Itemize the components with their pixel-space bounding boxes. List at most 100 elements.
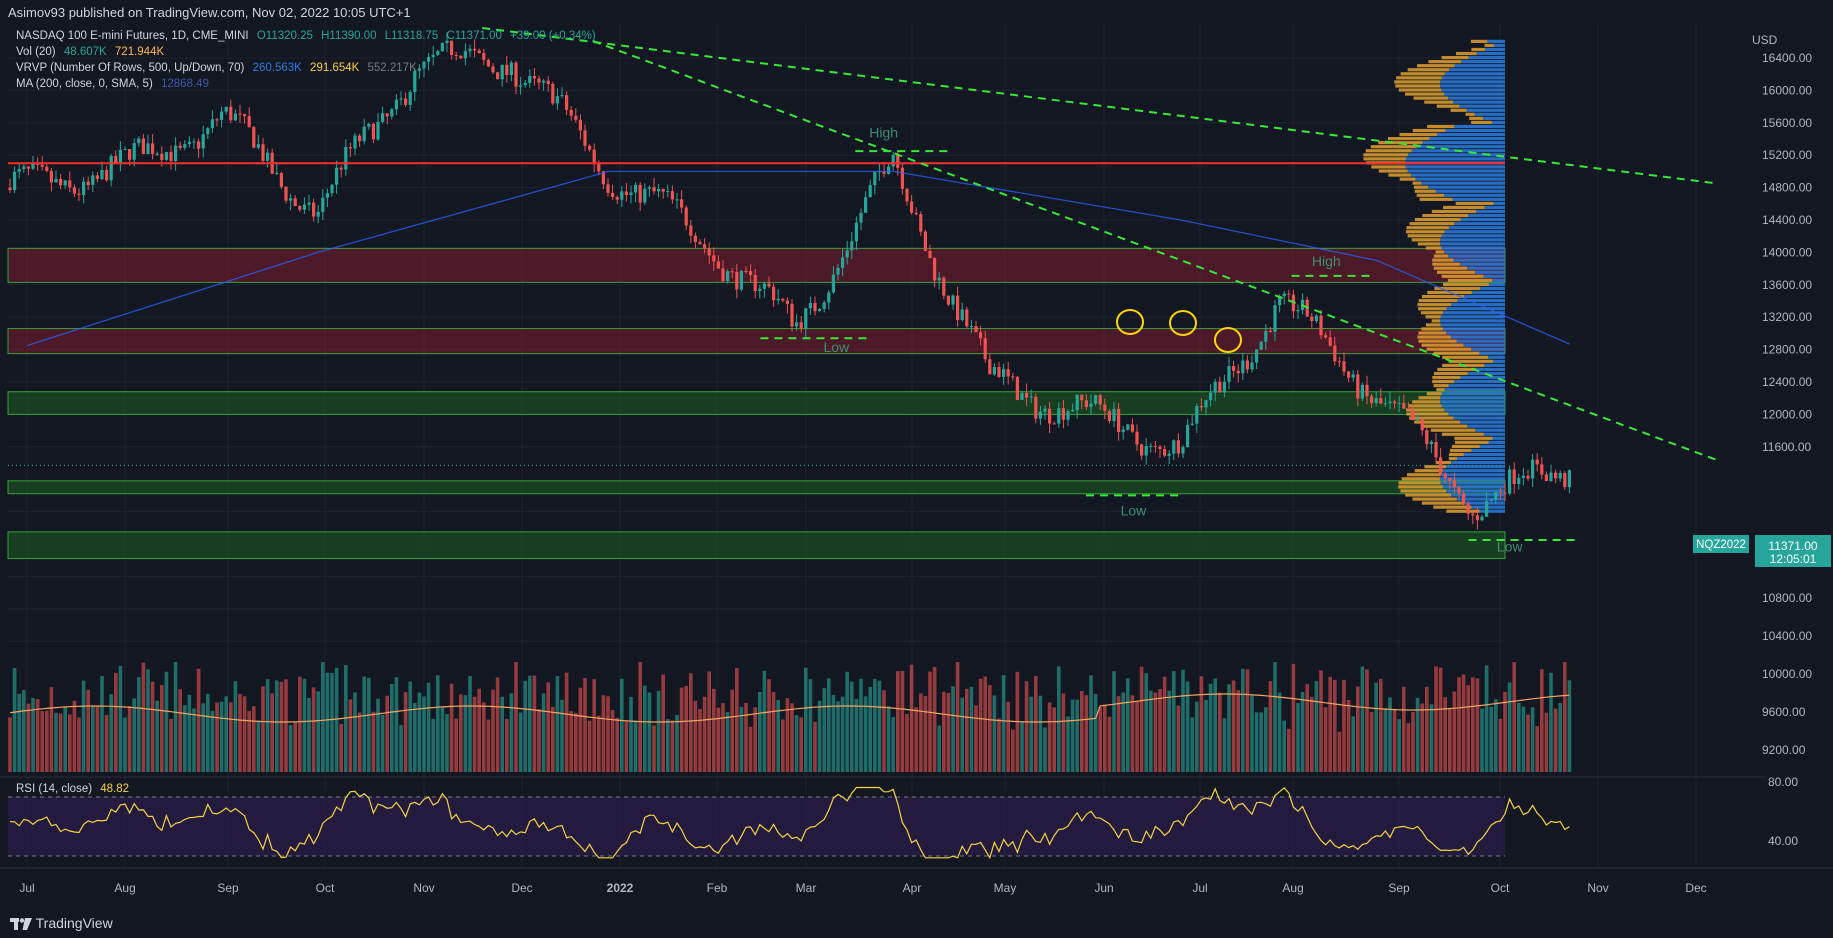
vrvp-down-bar <box>1419 197 1453 201</box>
candle <box>910 201 914 213</box>
volume-bar <box>1167 690 1171 772</box>
volume-bar <box>1484 665 1489 772</box>
candle <box>321 197 325 212</box>
volume-bar <box>831 694 836 772</box>
vrvp-down-bar <box>1412 181 1422 185</box>
vrvp-down-bar <box>1433 351 1480 355</box>
vrvp-down-bar <box>1471 120 1492 124</box>
volume-bar <box>1057 666 1061 772</box>
vrvp-up-bar <box>1467 266 1505 270</box>
vrvp-down-bar <box>1441 56 1469 60</box>
vrvp-up-bar <box>1448 254 1505 258</box>
candle <box>735 271 739 290</box>
candle <box>1388 401 1392 404</box>
candle <box>220 111 224 120</box>
candle <box>845 250 849 258</box>
candle <box>68 180 72 188</box>
candle <box>726 271 730 282</box>
legend-rsi[interactable]: RSI (14, close) 48.82 <box>16 783 134 795</box>
vrvp-down-bar <box>1417 64 1455 68</box>
candle <box>54 178 58 183</box>
rsi-panel <box>0 776 1833 860</box>
vrvp-up-bar <box>1448 384 1505 388</box>
candle <box>123 149 127 151</box>
volume-bar <box>882 690 886 772</box>
volume-bar <box>72 700 77 772</box>
candle <box>1034 396 1038 419</box>
candle <box>1135 431 1139 445</box>
legend-volume-ma: 721.944K <box>114 46 165 58</box>
legend-symbol: NASDAQ 100 E-mini Futures, 1D, CME_MINI … <box>16 30 601 42</box>
candle <box>808 302 812 309</box>
candle <box>882 171 886 174</box>
vrvp-up-bar <box>1443 193 1505 197</box>
volume-bar <box>546 682 550 772</box>
legend-change: +39.00 (+0.34%) <box>510 30 596 42</box>
candle <box>1324 335 1328 338</box>
price-chart[interactable]: High Low High Low Low USD 16400.00 16000.00 156… <box>0 24 1833 908</box>
legend-ma[interactable]: MA (200, close, 0, SMA, 5) 12868.49 <box>16 78 214 90</box>
vrvp-up-bar <box>1440 84 1505 88</box>
vrvp-up-bar <box>1429 137 1505 141</box>
vrvp-down-bar <box>1424 465 1447 469</box>
candle <box>477 50 481 54</box>
candle <box>440 42 444 52</box>
candle <box>739 270 743 290</box>
candle <box>896 154 900 168</box>
vrvp-down-bar <box>1414 469 1443 473</box>
vrvp-up-bar <box>1475 367 1505 372</box>
volume-bar <box>850 681 854 772</box>
volume-bar <box>482 702 486 772</box>
candle <box>77 193 81 195</box>
vrvp-down-bar <box>1441 274 1484 278</box>
volume-bar <box>399 725 403 772</box>
volume-bar <box>12 668 17 772</box>
legend-volume[interactable]: Vol (20) 48.607K 721.944K <box>16 46 169 58</box>
candle <box>707 248 711 256</box>
vrvp-up-bar <box>1440 315 1505 319</box>
vrvp-down-bar <box>1421 327 1443 331</box>
candle <box>36 163 40 165</box>
legend-vrvp[interactable]: VRVP (Number Of Rows, 500, Up/Down, 70) … <box>16 62 422 74</box>
vrvp-up-bar <box>1453 258 1505 262</box>
candle <box>367 123 371 127</box>
candle <box>1038 411 1042 419</box>
candle <box>243 114 247 117</box>
vrvp-up-bar <box>1460 420 1505 424</box>
candle <box>505 64 509 75</box>
volume-bar <box>863 696 868 772</box>
vrvp-up-bar <box>1405 165 1505 169</box>
publisher-bar: Asimov93 published on TradingView.com, N… <box>0 0 1833 24</box>
volume-bar <box>118 665 123 772</box>
candle <box>592 149 596 164</box>
volume-bar <box>684 686 688 772</box>
candle <box>1420 418 1424 431</box>
volume-bar <box>1540 669 1544 772</box>
candle <box>353 135 357 149</box>
candle <box>514 62 518 87</box>
volume-bar <box>348 699 353 772</box>
volume-bar <box>1438 667 1443 772</box>
vrvp-up-bar <box>1471 347 1505 351</box>
volume-bar <box>307 697 311 772</box>
candle <box>684 207 688 226</box>
volume-bar <box>610 710 615 772</box>
vrvp-up-bar <box>1407 169 1505 173</box>
candle <box>785 300 789 304</box>
volume-bar <box>261 686 265 772</box>
legend-vrvp-label: VRVP (Number Of Rows, 500, Up/Down, 70) <box>16 62 245 74</box>
volume-bar <box>804 667 808 772</box>
time-label: Feb <box>707 881 728 895</box>
volume-bar <box>385 695 389 772</box>
vrvp-up-bar <box>1483 274 1505 278</box>
volume-bar <box>1259 712 1263 772</box>
candle <box>289 198 293 201</box>
candle <box>229 106 233 121</box>
volume-bar <box>54 712 58 772</box>
volume-bar <box>702 696 707 772</box>
candle <box>252 127 256 148</box>
legend-rsi-label: RSI (14, close) <box>16 783 93 795</box>
candle <box>997 366 1001 378</box>
candle <box>1130 424 1134 432</box>
volume-bar <box>1333 679 1337 772</box>
